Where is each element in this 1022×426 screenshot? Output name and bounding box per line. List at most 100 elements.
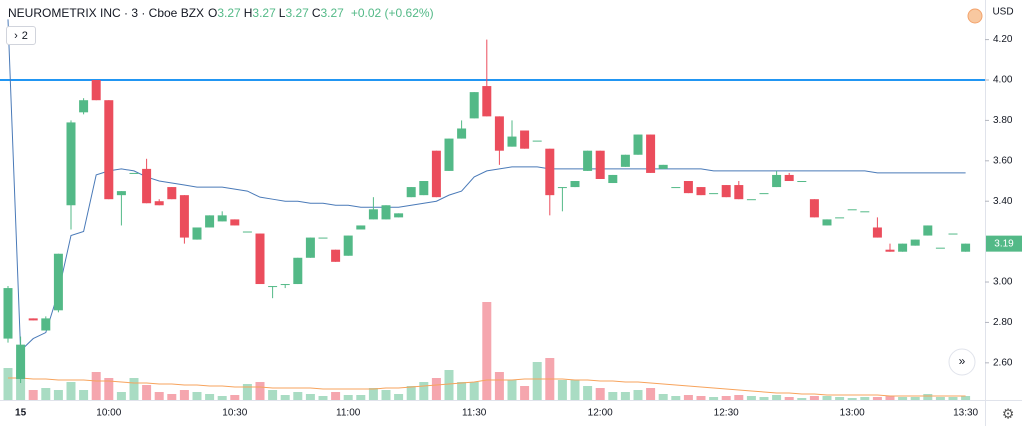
volume-bar — [419, 382, 429, 400]
candle-body — [923, 225, 933, 236]
y-tick-label: 3.40 — [993, 196, 1013, 207]
volume-bar — [268, 390, 278, 400]
volume-bar — [809, 396, 819, 400]
volume-bar — [847, 398, 857, 400]
candle-body — [520, 130, 530, 149]
volume-bar — [961, 396, 971, 400]
scroll-button[interactable] — [948, 348, 976, 376]
volume-bar — [457, 382, 467, 400]
candle-body — [41, 318, 51, 331]
volume-bar — [104, 378, 114, 400]
x-tick-label: 11:00 — [336, 408, 361, 419]
candle-body — [772, 174, 782, 188]
candle-body — [192, 227, 202, 240]
candle-body — [205, 215, 215, 228]
volume-bar — [431, 378, 441, 400]
volume-bar — [583, 386, 593, 400]
volume-bar — [167, 394, 177, 400]
candle-body — [570, 181, 580, 188]
candle-body — [179, 195, 189, 238]
ohlc-value: 3.27 — [320, 6, 344, 20]
indicators-count: 2 — [21, 29, 28, 42]
volume-bar — [91, 372, 101, 400]
scroll-icon: » — [959, 354, 966, 368]
x-tick-label: 13:30 — [953, 408, 978, 419]
volume-bar — [154, 392, 164, 400]
candle-body — [381, 205, 391, 220]
ohlc-label: L — [278, 6, 286, 20]
x-tick-label: 13:00 — [840, 408, 865, 419]
volume-bar — [620, 392, 630, 400]
ohlc-label: O — [208, 6, 218, 20]
candle-body — [230, 219, 240, 226]
volume-bar — [469, 382, 479, 400]
volume-bar — [734, 395, 744, 400]
candle-body — [66, 122, 76, 206]
candle-body — [885, 249, 895, 252]
volume-bar — [41, 388, 51, 400]
candle-body — [872, 227, 882, 238]
indicators-toggle[interactable]: › 2 — [6, 26, 36, 45]
candle-body — [608, 174, 618, 184]
candle-body — [280, 284, 290, 286]
volume-bar — [179, 390, 189, 400]
volume-bar — [3, 368, 13, 400]
candle-body — [658, 164, 668, 169]
candle-body — [91, 80, 101, 101]
y-tick-label: 3.80 — [993, 115, 1013, 126]
volume-bar — [242, 384, 252, 400]
volume-bar — [79, 390, 89, 400]
volume-bar — [255, 382, 265, 400]
settings-icon[interactable]: ⚙ — [1002, 406, 1015, 422]
volume-bar — [507, 380, 517, 400]
volume-bar — [898, 397, 908, 400]
volume-bar — [16, 370, 26, 400]
volume-bar — [910, 397, 920, 400]
volume-bar — [494, 372, 504, 400]
volume-bar — [595, 388, 605, 400]
ohlc-label: C — [311, 6, 321, 20]
volume-bar — [709, 397, 719, 400]
candle-body — [709, 193, 719, 195]
candle-body — [305, 237, 315, 258]
volume-bar — [772, 395, 782, 400]
volume-bar — [28, 390, 38, 400]
candle-body — [16, 344, 26, 379]
candle-body — [683, 181, 693, 194]
volume-bar — [633, 390, 643, 400]
volume-bar — [557, 380, 567, 400]
volume-bar — [293, 392, 303, 400]
candle-body — [734, 185, 744, 200]
y-tick-label: 4.20 — [993, 34, 1013, 45]
candle-body — [217, 215, 227, 222]
x-tick-label: 10:30 — [222, 408, 247, 419]
volume-bar — [532, 362, 542, 400]
volume-bar — [835, 397, 845, 400]
candle-body — [809, 199, 819, 218]
status-icon[interactable] — [967, 8, 983, 24]
volume-bar — [570, 380, 580, 400]
candle-body — [759, 193, 769, 195]
header: NEUROMETRIX INC · 3 · Cboe BZX O3.27 H3.27… — [8, 6, 437, 20]
volume-bar — [368, 388, 378, 400]
volume-bar — [860, 397, 870, 400]
candle-body — [633, 134, 643, 155]
change: +0.02 (+0.62%) — [350, 6, 434, 20]
volume-bar — [696, 396, 706, 400]
candle-body — [898, 243, 908, 252]
candle-body — [494, 116, 504, 151]
candle-body — [557, 187, 567, 189]
candle-body — [154, 201, 164, 206]
candle-body — [293, 257, 303, 285]
volume-bar — [356, 395, 366, 400]
volume-bar — [381, 390, 391, 400]
candle-body — [3, 288, 13, 339]
candle-body — [620, 154, 630, 167]
candle-body — [696, 187, 706, 196]
candle-body — [822, 219, 832, 226]
x-tick-label: 11:30 — [462, 408, 487, 419]
candle-body — [356, 225, 366, 230]
candle-body — [419, 181, 429, 196]
